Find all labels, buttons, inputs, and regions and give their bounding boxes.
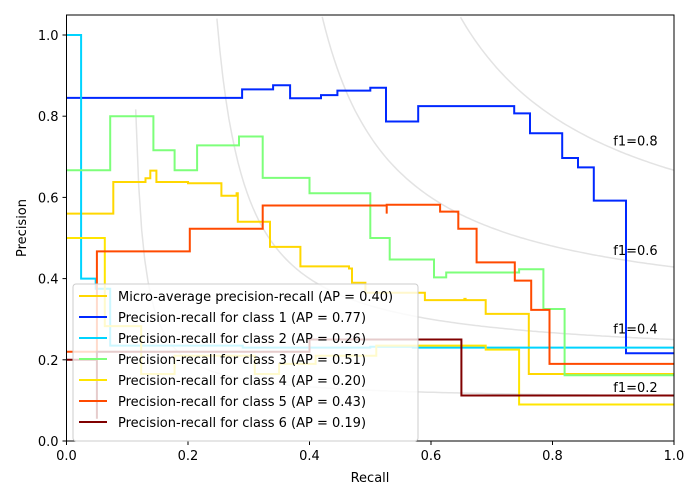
y-axis-label: Precision xyxy=(15,199,30,257)
series-line-0 xyxy=(66,169,674,375)
legend-entry: Precision-recall for class 4 (AP = 0.20) xyxy=(118,374,366,389)
y-tick-label: 0.0 xyxy=(38,435,59,450)
legend-entry: Precision-recall for class 2 (AP = 0.26) xyxy=(118,332,366,347)
iso-f1-curve xyxy=(321,16,674,268)
legend-entry: Precision-recall for class 6 (AP = 0.19) xyxy=(118,416,366,431)
x-tick-label: 0.8 xyxy=(542,449,563,464)
x-tick-label: 0.4 xyxy=(299,449,320,464)
legend-entry: Precision-recall for class 5 (AP = 0.43) xyxy=(118,395,366,410)
iso-f1-label: f1=0.2 xyxy=(613,381,657,396)
iso-f1-labels: f1=0.2 f1=0.4 f1=0.6 f1=0.8 xyxy=(613,135,657,397)
iso-f1-label: f1=0.8 xyxy=(613,135,657,150)
iso-f1-curve xyxy=(216,18,674,341)
series-line-1 xyxy=(66,84,674,355)
legend-entry: Precision-recall for class 1 (AP = 0.77) xyxy=(118,311,366,326)
iso-f1-label: f1=0.4 xyxy=(613,322,657,337)
legend: Micro-average precision-recall (AP = 0.4… xyxy=(72,283,419,442)
y-tick-label: 0.8 xyxy=(38,110,59,125)
series-line-5 xyxy=(66,203,674,365)
y-tick-label: 0.2 xyxy=(38,354,59,369)
legend-entry: Micro-average precision-recall (AP = 0.4… xyxy=(118,290,393,305)
x-tick-label: 0.0 xyxy=(56,449,77,464)
y-tick-label: 0.6 xyxy=(38,191,59,206)
legend-entry: Precision-recall for class 3 (AP = 0.51) xyxy=(118,353,366,368)
series-line-3 xyxy=(66,115,674,377)
x-tick-label: 0.6 xyxy=(421,449,442,464)
iso-f1-curve xyxy=(459,16,674,172)
y-tick-label: 0.4 xyxy=(38,273,59,288)
x-tick-label: 1.0 xyxy=(664,449,685,464)
y-tick-label: 1.0 xyxy=(38,29,59,44)
y-axis: 0.0 0.2 0.4 0.6 0.8 1.0 xyxy=(38,29,67,450)
legend-box xyxy=(72,283,419,442)
x-axis: 0.0 0.2 0.4 0.6 0.8 1.0 xyxy=(56,441,684,464)
x-tick-label: 0.2 xyxy=(178,449,199,464)
x-axis-label: Recall xyxy=(351,471,390,486)
iso-f1-label: f1=0.6 xyxy=(613,244,657,259)
